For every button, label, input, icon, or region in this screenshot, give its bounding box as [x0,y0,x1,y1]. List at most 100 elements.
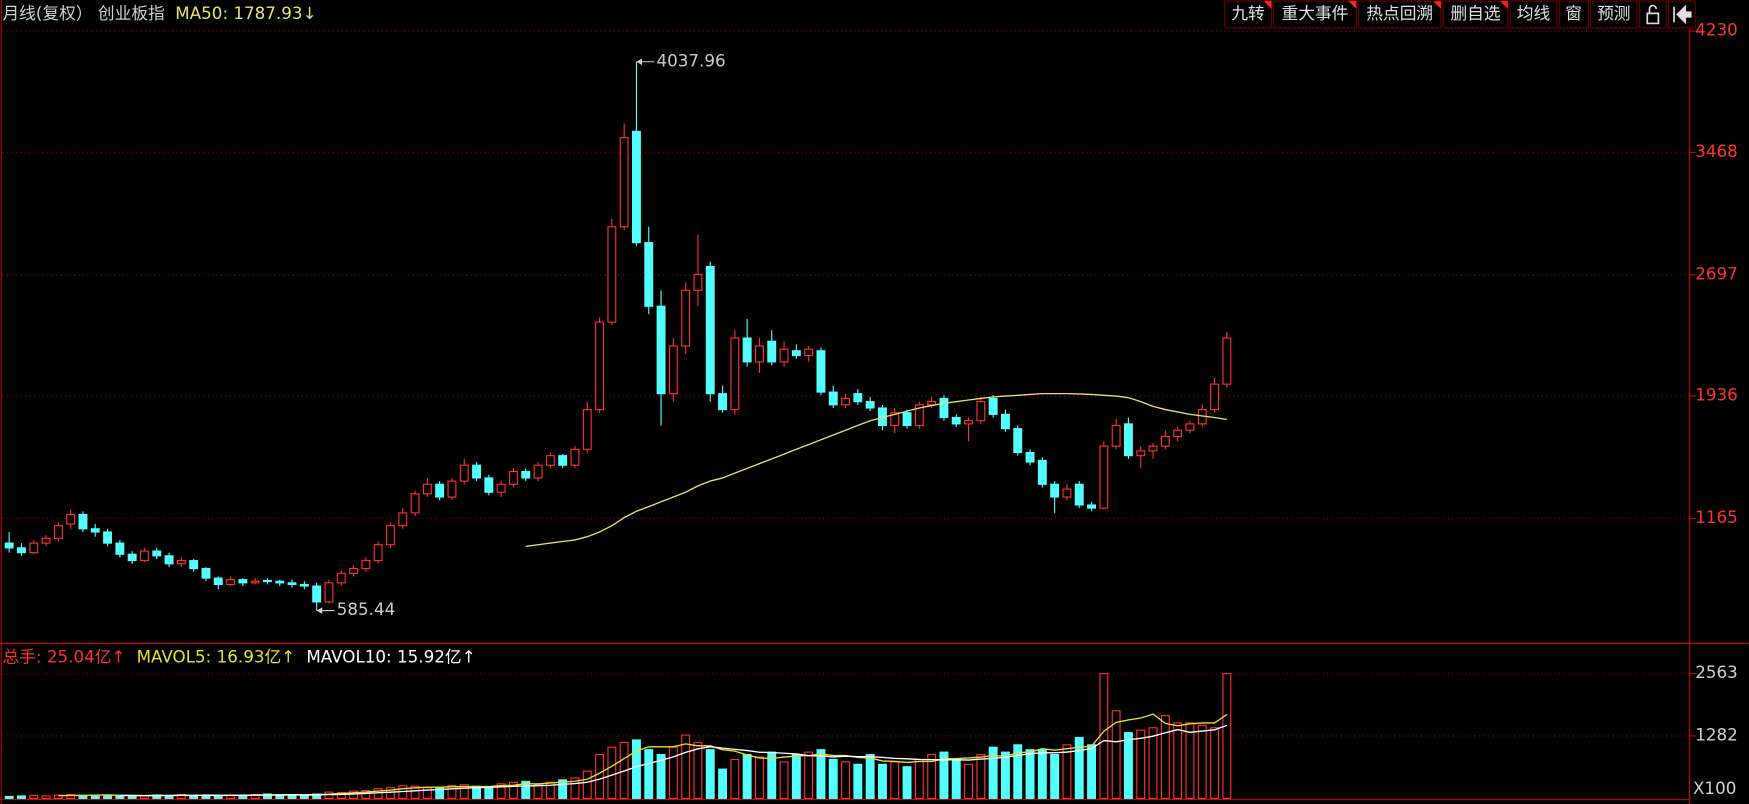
volume-bar [459,784,469,799]
candle-body [570,448,580,466]
volume-bar [964,763,974,799]
candle-body [312,585,322,603]
volume-bar [484,786,494,799]
volume-bar [939,751,949,799]
candle-body [238,579,248,584]
volume-bar [754,756,764,799]
candle-body [213,577,223,585]
candle-body [619,137,629,228]
candle-body [336,572,346,584]
volume-bar [582,770,592,799]
volume-bar [791,754,801,799]
candle-body [668,345,678,395]
candle-body [484,477,494,493]
candle-body [1160,436,1170,447]
y-tick-label: 2697 [1695,263,1738,283]
candle-body [533,464,543,479]
candle-body [189,560,199,570]
ma-legend: MA50: 1787.93↓ [175,3,316,23]
candle-body [754,345,764,363]
candle-body [718,393,728,411]
toolbar-button[interactable] [1273,0,1357,29]
volume-bar [570,777,580,799]
toolbar-button[interactable] [1589,0,1638,29]
volume-bar [865,754,875,799]
toolbar-label: 热点回溯 [1366,3,1433,23]
candle-body [681,289,691,347]
volume-bar [1000,751,1010,799]
volume-bar [656,754,666,799]
candle-body [595,321,605,411]
volume-bar [742,754,752,799]
candle-body [263,579,272,583]
volume-bar [41,795,51,799]
volume-bar [828,758,838,799]
candle-body [927,401,937,406]
candle-body [964,420,974,425]
candle-body [29,542,39,554]
toolbar-label: 窗 [1565,3,1582,23]
volume-bar [336,792,346,799]
toolbar-label: 均线 [1517,3,1551,23]
y-tick-label: 1282 [1695,724,1738,744]
annotation-arrowhead [636,58,643,66]
candle-body [349,567,359,574]
volume-bar [607,746,617,799]
volume-bar [1050,754,1060,799]
candle-body [545,455,555,466]
candle-body [1173,429,1183,438]
annotation-arrowhead [316,607,323,614]
candle-body [988,397,998,415]
volume-bar [1160,715,1170,799]
candle-body [939,397,949,419]
volume-bar [1037,749,1047,799]
candle-body [890,412,900,427]
candle-body [17,547,26,554]
y-tick-label: 1165 [1695,507,1738,527]
toolbar-flag [1263,1,1272,9]
volume-bar [435,787,445,799]
candle-body [902,412,912,427]
toolbar-button[interactable] [1558,0,1589,29]
toolbar-label: 预测 [1597,3,1630,23]
candle-body [1037,459,1047,485]
toolbar-button[interactable] [1442,0,1509,29]
volume-bar [140,795,149,799]
candle-body [828,391,838,406]
candle-body [299,583,309,587]
volume-bar [496,783,506,799]
volume-bar [1173,722,1183,799]
volume-bar [1123,732,1133,799]
candle-body [1111,424,1121,447]
toolbar-button[interactable] [1357,0,1442,29]
candle-body [398,512,408,527]
volume-bar [693,741,703,799]
volume-bar [853,763,863,799]
toolbar-button[interactable] [1509,0,1558,29]
volume-bar [1185,722,1195,799]
candle-body [447,480,457,498]
candle-body [607,226,617,323]
volume-bar [17,795,26,799]
candle-body [1087,504,1097,509]
toolbar-flag [1500,1,1508,9]
volume-bar [730,758,740,799]
candle-body [705,265,715,395]
candle-body [1013,428,1023,454]
volume-bar [841,761,851,799]
candle-body [1185,423,1195,431]
toolbar-button[interactable] [1224,0,1273,29]
toolbar-label: 九转 [1231,3,1265,23]
volume-bar [521,780,531,799]
lock-icon [1646,4,1660,25]
candle-body [152,550,162,557]
candle-body [410,493,420,514]
volume-bar [1111,710,1121,799]
volume-bar [1148,727,1158,799]
candle-body [435,483,445,498]
candle-body [804,348,814,357]
candle-body [53,525,63,539]
annotation: 585.44 [337,599,396,619]
volume-legend: 总手: 25.04亿↑ [2,646,125,666]
